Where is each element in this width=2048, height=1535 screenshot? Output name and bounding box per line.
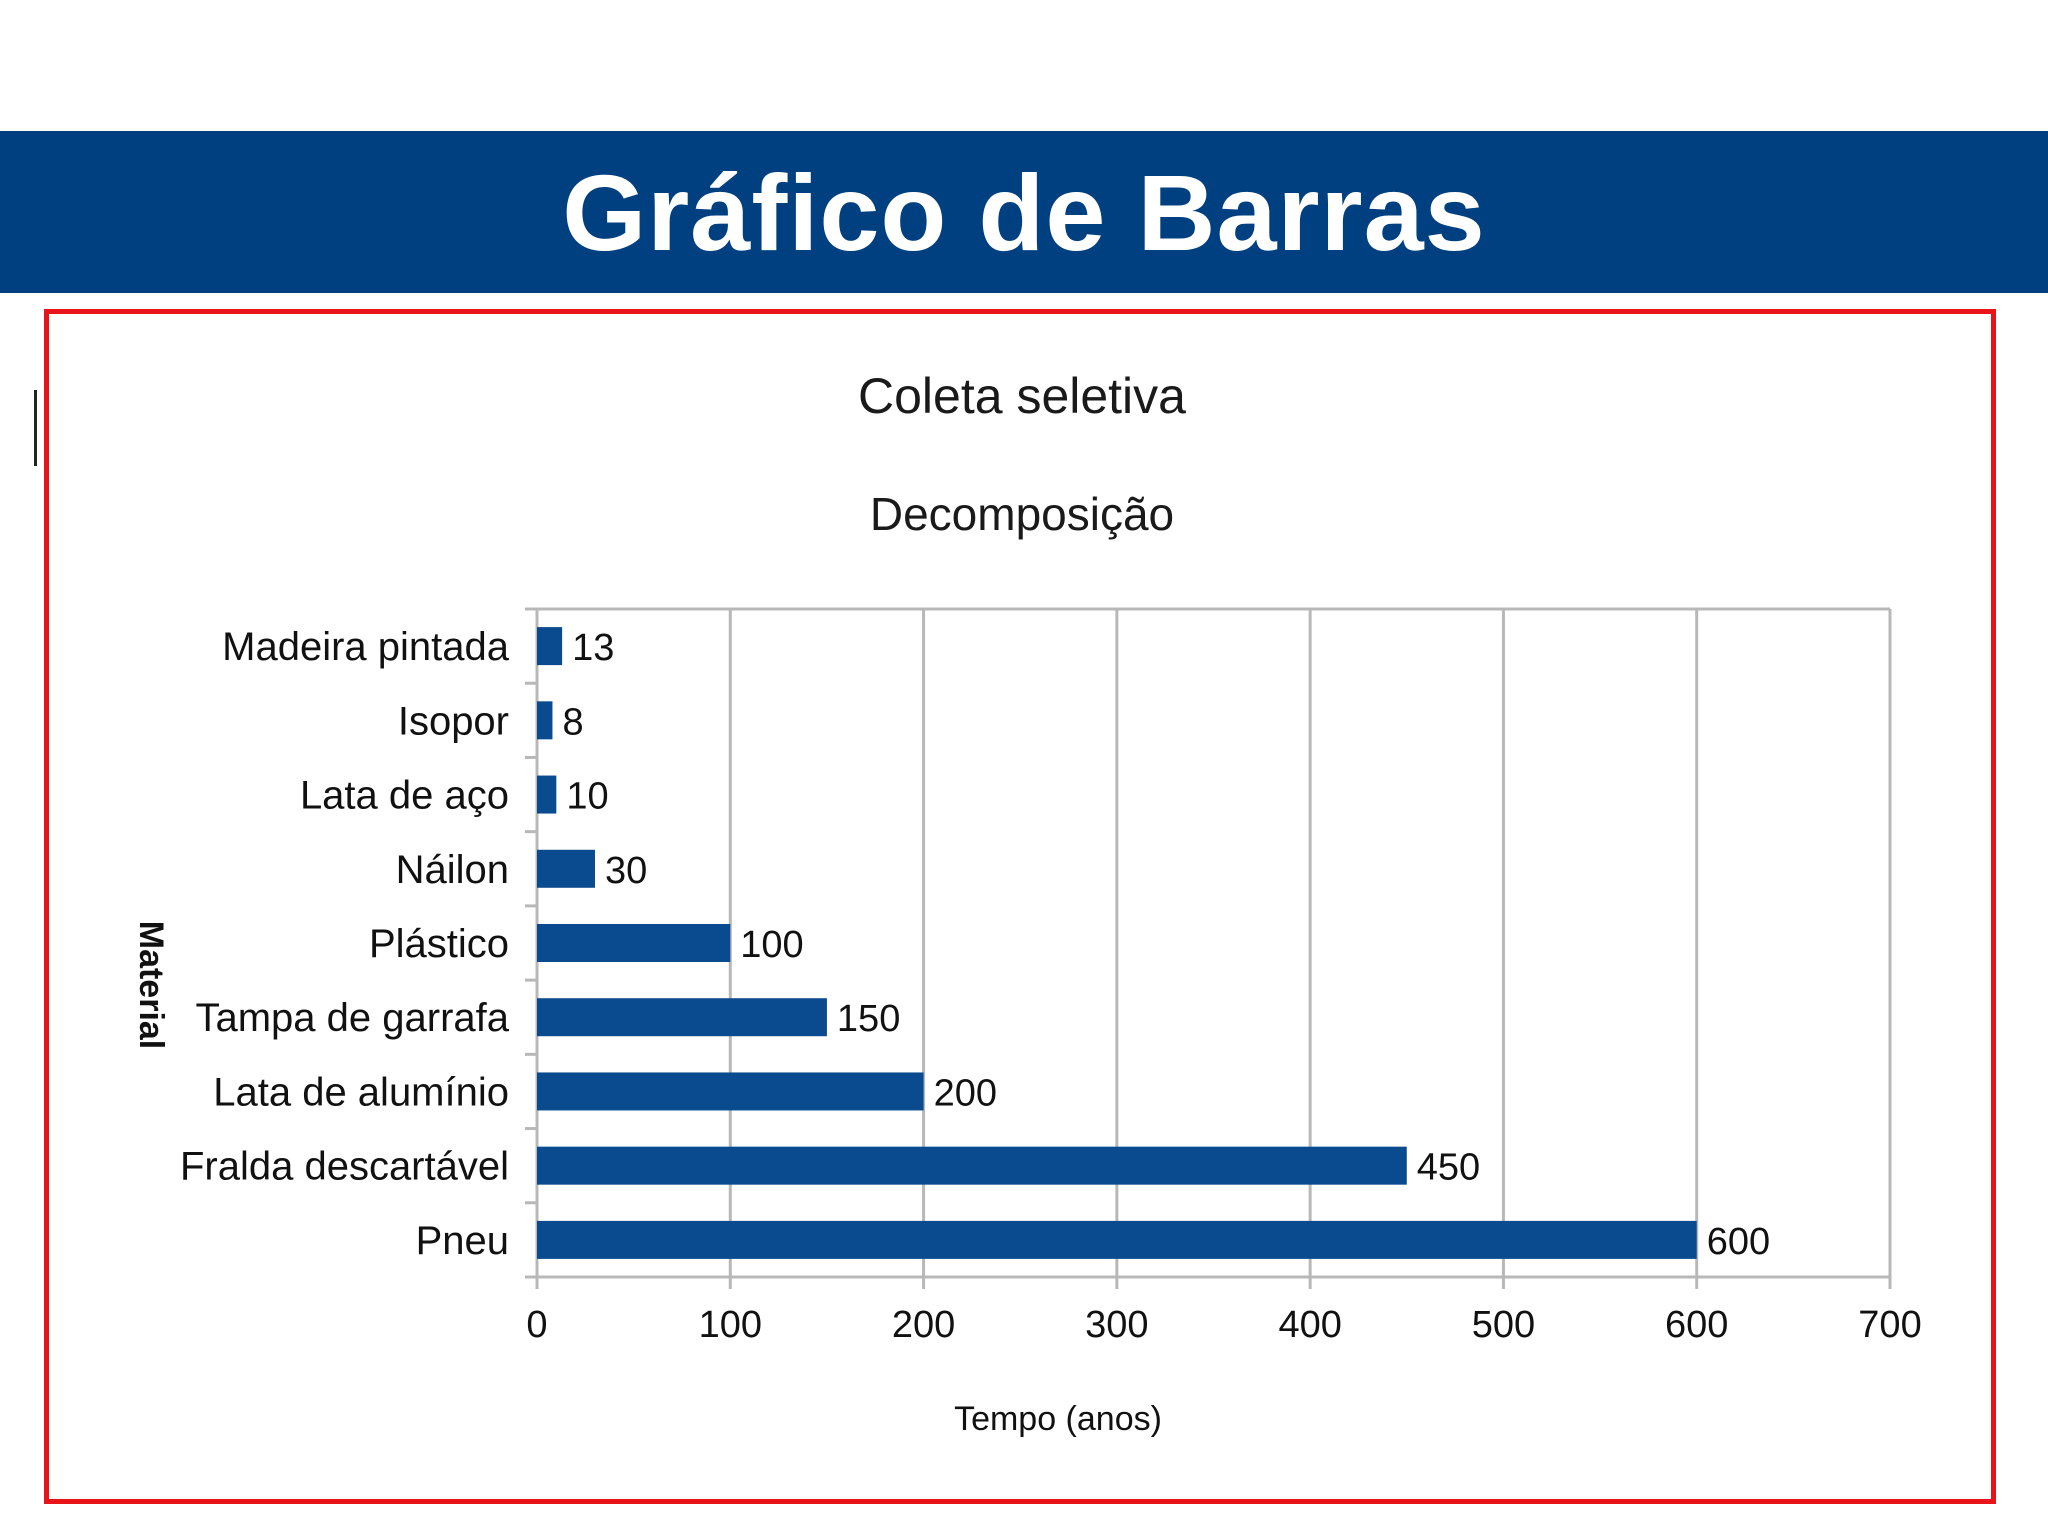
value-label: 450	[1417, 1147, 1480, 1189]
x-tick-label: 700	[1858, 1304, 1921, 1346]
chart-subtitle: Decomposição	[870, 488, 1174, 540]
bar	[537, 1072, 924, 1111]
category-label: Náilon	[396, 848, 509, 892]
bar	[537, 1220, 1697, 1259]
bar	[537, 775, 557, 814]
category-label: Plástico	[369, 922, 509, 966]
title-banner: Gráfico de Barras	[0, 131, 2048, 293]
x-tick-label: 200	[892, 1304, 955, 1346]
bar	[537, 701, 553, 740]
value-label: 100	[740, 924, 803, 966]
value-label: 8	[562, 701, 583, 743]
category-label: Tampa de garrafa	[195, 996, 509, 1040]
labels: 0 100 200 300 400 500 600 700 Madeira pintada 13 I…	[180, 625, 1922, 1346]
bar	[537, 924, 731, 962]
x-tick-label: 300	[1085, 1304, 1148, 1346]
slide-title: Gráfico de Barras	[562, 151, 1486, 273]
bars	[537, 627, 1697, 1259]
x-tick-label: 400	[1278, 1304, 1341, 1346]
value-label: 600	[1707, 1221, 1770, 1263]
chart-title: Coleta seletiva	[858, 368, 1186, 424]
value-label: 150	[837, 998, 900, 1040]
x-axis-title: Tempo (anos)	[954, 1400, 1162, 1438]
x-tick-label: 0	[526, 1304, 547, 1346]
x-tick-label: 100	[699, 1304, 762, 1346]
bar	[537, 1146, 1407, 1185]
category-label: Madeira pintada	[222, 625, 510, 669]
bar	[537, 998, 827, 1037]
bar	[537, 849, 595, 888]
category-label: Lata de alumínio	[213, 1070, 509, 1114]
value-label: 10	[566, 776, 608, 818]
category-label: Lata de aço	[300, 774, 509, 818]
y-axis-title: Material	[132, 921, 170, 1050]
x-tick-label: 600	[1665, 1304, 1728, 1346]
value-label: 200	[934, 1072, 997, 1114]
value-label: 30	[605, 850, 647, 892]
category-label: Pneu	[416, 1219, 509, 1263]
category-label: Isopor	[398, 699, 509, 743]
chart-frame	[44, 309, 1996, 1504]
text-cursor	[34, 390, 37, 466]
value-label: 13	[572, 627, 614, 669]
x-tick-label: 500	[1472, 1304, 1535, 1346]
bar	[537, 627, 563, 666]
category-label: Fralda descartável	[180, 1145, 509, 1189]
